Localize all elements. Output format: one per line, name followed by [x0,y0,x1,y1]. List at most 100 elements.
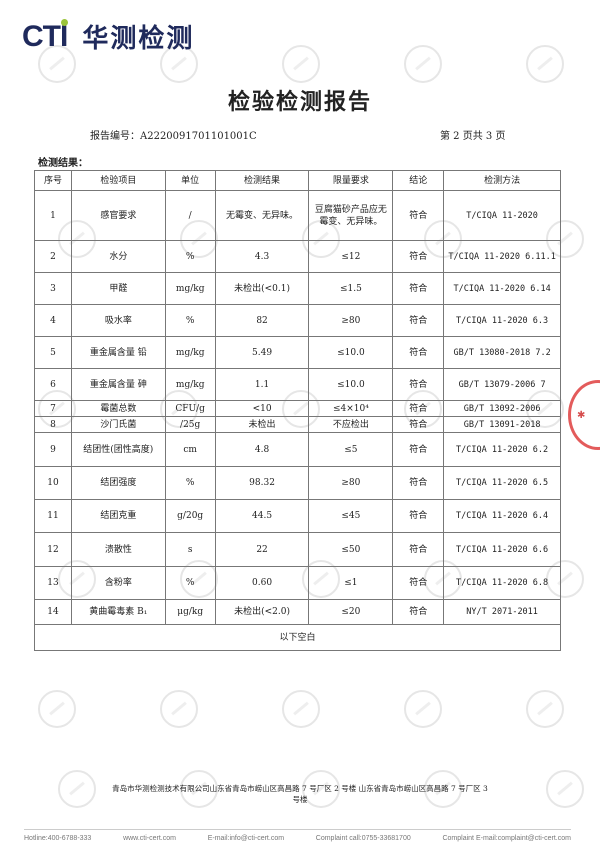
table-cell: 13 [34,566,72,600]
table-cell: 14 [34,599,72,625]
table-cell: 溃散性 [70,532,166,567]
table-cell: GB/T 13091-2018 [443,416,561,433]
cti-watermark-icon [160,690,198,728]
table-cell: 0.60 [214,566,310,600]
company-logo: CTI 华测检测 [22,18,194,55]
table-cell: 22 [214,532,310,567]
table-row: 5 重金属含量 铅 mg/kg 5.49 ≤10.0 符合 GB/T 13080-2018 … [34,336,561,369]
table-row: 11 结团克重 g/20g 44.5 ≤45 符合 T/CIQA 11-2020 6.4 [34,499,561,533]
table-cell: 符合 [392,190,445,241]
table-cell: 符合 [392,466,445,500]
table-cell: 黄曲霉毒素 B₁ [70,599,166,625]
table-cell: GB/T 13079-2006 7 [443,368,561,401]
table-cell: 未检出(<2.0) [214,599,310,625]
cti-watermark-icon [404,690,442,728]
logo-name-cn: 华测检测 [82,24,195,54]
table-cell: 符合 [392,432,445,467]
table-cell: 82 [214,304,310,337]
table-cell: 沙门氏菌 [70,416,166,433]
table-cell: cm [164,432,216,467]
logo-brand: CTI [22,19,68,53]
table-cell: 8 [34,416,72,433]
table-row: 13 含粉率% 0.60 ≤1 符合 T/CIQA 11-2020 6.8 [34,566,561,600]
table-cell: 9 [34,432,72,467]
table-cell: 符合 [392,599,445,625]
table-cell: 结团克重 [70,499,166,533]
table-cell: T/CIQA 11-2020 6.8 [443,566,561,600]
table-cell: ≤4×10⁴ [308,400,394,417]
table-cell: 符合 [392,566,445,600]
table-row: 4 吸水率% 82 ≥80 符合 T/CIQA 11-2020 6.3 [34,304,561,337]
table-row: 8 沙门氏菌/25g 未检出 不应检出 符合 GB/T 13091-2018 [34,416,561,433]
red-seal-stamp: ✱ [568,380,600,450]
table-cell: 不应检出 [308,416,394,433]
table-cell: ≤20 [308,599,394,625]
table-cell: <10 [214,400,310,417]
table-cell: 1 [34,190,72,241]
table-row: 2 水分% 4.3 ≤12 符合 T/CIQA 11-2020 6.11.1 [34,240,561,273]
table-cell: mg/kg [164,336,216,369]
report-title: 检验检测报告 [227,90,372,115]
cti-watermark-icon [526,690,564,728]
table-cell: 12 [34,532,72,567]
contact-item: Complaint call:0755-33681700 [315,835,411,842]
table-cell: ≤5 [308,432,394,467]
table-cell: 5 [34,336,72,369]
cti-watermark-icon [404,45,442,83]
table-cell: 4.8 [214,432,310,467]
section-title: 检测结果： [38,158,88,169]
table-cell: g/20g [164,499,216,533]
column-header: 单位 [164,170,216,191]
table-cell: 4 [34,304,72,337]
table-cell: ≤1.5 [308,272,394,305]
cti-watermark-icon [526,45,564,83]
table-cell: NY/T 2071-2011 [443,599,561,625]
table-cell: ≤10.0 [308,336,394,369]
table-cell: 豆腐猫砂产品应无霉变、无异味。 [308,190,394,241]
table-cell: 未检出(<0.1) [214,272,310,305]
table-cell: T/CIQA 11-2020 [443,190,561,241]
table-cell: 符合 [392,304,445,337]
table-row: 9 结团性(团性高度) cm 4.8 ≤5 符合 T/CIQA 11-2020 6.2 [34,432,561,467]
cti-watermark-icon [282,690,320,728]
table-row: 14 黄曲霉毒素 B₁ μg/kg 未检出(<2.0) ≤20 符合 NY/T 2071-2… [34,599,561,625]
table-cell: 无霉变、无异味。 [214,190,310,241]
column-header: 检验项目 [70,170,166,191]
report-number: 报告编号：A2220091701101001C [90,131,257,142]
contact-bar: Hotline:400-6788-333 www.cti-cert.com E-ma… [24,835,571,842]
table-cell: 未检出 [214,416,310,433]
table-cell: 重金属含量 砷 [70,368,166,401]
blank-below-note: 以下空白 [34,624,561,651]
table-cell: mg/kg [164,272,216,305]
table-cell: % [164,466,216,500]
table-cell: 感官要求 [70,190,166,241]
column-header: 检测结果 [214,170,310,191]
table-cell: T/CIQA 11-2020 6.2 [443,432,561,467]
company-address: 青岛市华测检测技术有限公司山东省青岛市崂山区高昌路 7 号厂区 2 号楼 山东省… [112,784,488,804]
table-cell: T/CIQA 11-2020 6.14 [443,272,561,305]
table-cell: 符合 [392,400,445,417]
table-cell: 3 [34,272,72,305]
table-cell: CFU/g [164,400,216,417]
column-header: 序号 [34,170,72,191]
table-cell: 符合 [392,532,445,567]
table-cell: 5.49 [214,336,310,369]
table-cell: 11 [34,499,72,533]
table-cell: ≤10.0 [308,368,394,401]
table-header-row: 序号 检验项目 单位 检测结果 限量要求 结论 检测方法 [34,170,561,191]
contact-item: Hotline:400-6788-333 [24,835,92,842]
table-cell: ≤50 [308,532,394,567]
table-row: 6 重金属含量 砷 mg/kg 1.1 ≤10.0 符合 GB/T 13079-2006 7 [34,368,561,401]
cti-watermark-icon [282,45,320,83]
table-cell: 符合 [392,499,445,533]
table-cell: 符合 [392,272,445,305]
table-cell: 甲醛 [70,272,166,305]
column-header: 限量要求 [308,170,394,191]
table-cell: s [164,532,216,567]
table-cell: ≥80 [308,466,394,500]
table-cell: 霉菌总数 [70,400,166,417]
table-cell: 结团强度 [70,466,166,500]
column-header: 结论 [392,170,445,191]
table-cell: ≥80 [308,304,394,337]
table-cell: T/CIQA 11-2020 6.11.1 [443,240,561,273]
